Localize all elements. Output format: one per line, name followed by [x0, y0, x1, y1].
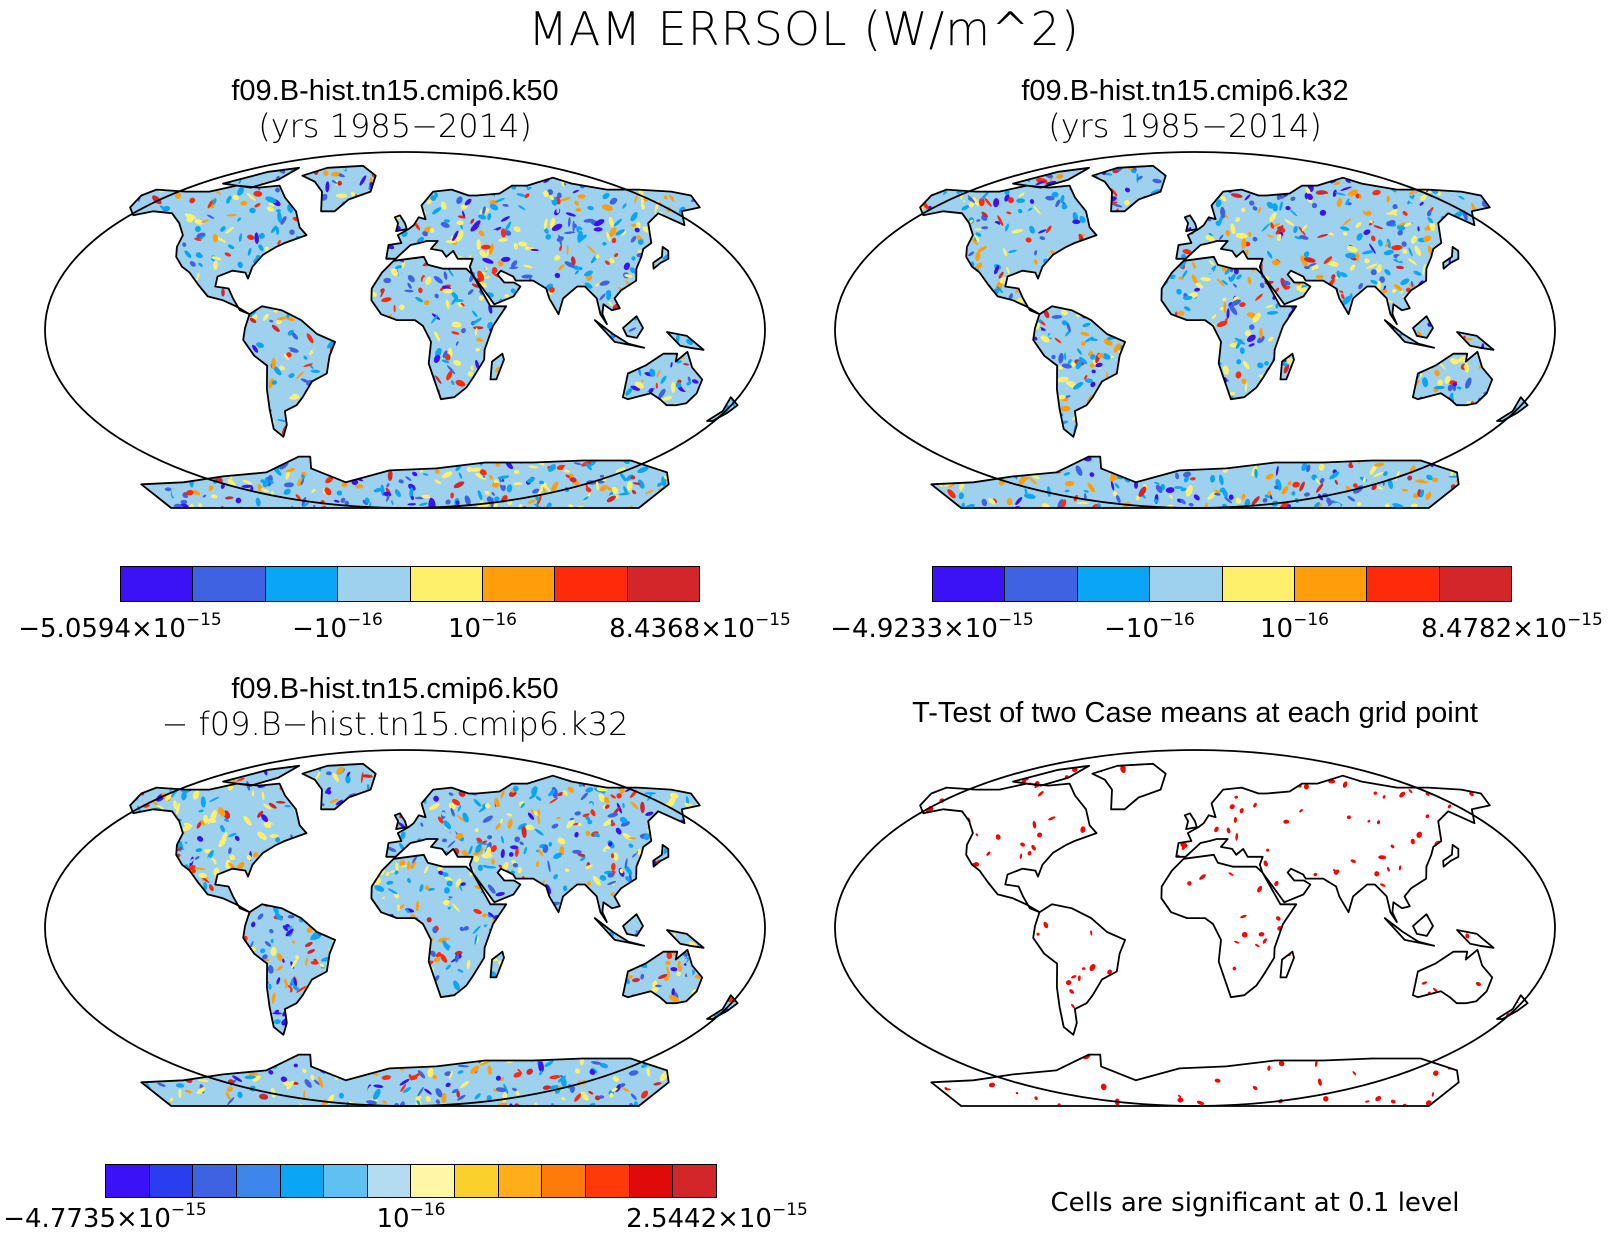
panel3-subtitle: − f09.B−hist.tn15.cmip6.k32 [161, 705, 629, 743]
colorbar-swatch [121, 567, 194, 601]
globe-outline [44, 151, 766, 509]
colorbar-swatch [1150, 567, 1223, 601]
colorbar-swatch [555, 567, 628, 601]
colorbar-swatch [193, 1165, 237, 1197]
colorbar-swatch [542, 1165, 587, 1197]
colorbar-swatch [1077, 567, 1151, 601]
globe-outline [44, 749, 766, 1107]
panel3-map [44, 749, 766, 1107]
panel2-subtitle: (yrs 1985−2014) [1048, 107, 1322, 145]
coastline [129, 762, 739, 1107]
colorbar-swatch [586, 1165, 630, 1197]
colorbar-swatch [410, 567, 483, 601]
colorbar-label: 8.4368×10−15 [609, 610, 791, 644]
colorbar-label: −10−16 [1104, 610, 1195, 644]
colorbar-swatch [455, 1165, 499, 1197]
colorbar-swatch [933, 567, 1006, 601]
panel4-note: Cells are significant at 0.1 level [1050, 1188, 1460, 1218]
colorbar-label: 8.4782×10−15 [1421, 610, 1603, 644]
coastline [129, 164, 739, 509]
coastline [919, 164, 1529, 509]
colorbar-label: 10−16 [1260, 610, 1329, 644]
colorbar-label: 10−16 [448, 610, 517, 644]
colorbar-swatch [193, 567, 266, 601]
colorbar-swatch [149, 1165, 194, 1197]
land-mass [920, 763, 1528, 1106]
colorbar-swatch [1222, 567, 1295, 601]
panel2-map [834, 151, 1556, 509]
colorbar-swatch [280, 1165, 325, 1197]
colorbar-swatch [236, 1165, 281, 1197]
panel4-title: T-Test of two Case means at each grid po… [912, 697, 1478, 729]
panel1-colorbar [120, 566, 700, 602]
panel2-title: f09.B-hist.tn15.cmip6.k32 [1021, 75, 1349, 107]
colorbar-swatch [1439, 567, 1511, 601]
colorbar-swatch [673, 1165, 716, 1197]
panel3-title: f09.B-hist.tn15.cmip6.k50 [231, 673, 559, 705]
land-mass [130, 165, 738, 509]
colorbar-label: −10−16 [292, 610, 383, 644]
colorbar-swatch [1294, 567, 1368, 601]
panel1-title: f09.B-hist.tn15.cmip6.k50 [231, 75, 559, 107]
colorbar-swatch [498, 1165, 543, 1197]
panel3-colorbar [105, 1164, 717, 1198]
colorbar-label: −4.9233×10−15 [830, 610, 1034, 644]
colorbar-label: 2.5442×10−15 [626, 1200, 808, 1234]
colorbar-swatch [1005, 567, 1078, 601]
panel1-colorbar-labels: −5.0594×10−15 −10−16 10−16 8.4368×10−15 [18, 610, 791, 644]
land-mass [130, 763, 738, 1106]
colorbar-swatch [411, 1165, 456, 1197]
colorbar-swatch [482, 567, 556, 601]
panel2-colorbar [932, 566, 1512, 602]
colorbar-swatch [629, 1165, 674, 1197]
panel1-subtitle: (yrs 1985−2014) [258, 107, 532, 145]
colorbar-label: −5.0594×10−15 [18, 610, 222, 644]
colorbar-label: 10−16 [376, 1200, 446, 1234]
panel3-colorbar-labels: −4.7735×10−15 10−16 2.5442×10−15 [3, 1200, 808, 1234]
panel2-colorbar-labels: −4.9233×10−15 −10−16 10−16 8.4782×10−15 [830, 610, 1603, 644]
colorbar-swatch [106, 1165, 150, 1197]
colorbar-swatch [1367, 567, 1440, 601]
panel1-map [44, 151, 766, 509]
land-mass [920, 165, 1528, 509]
colorbar-swatch [338, 567, 411, 601]
colorbar-label: −4.7735×10−15 [3, 1200, 207, 1234]
figure-title: MAM ERRSOL (W/m^2) [528, 2, 1080, 56]
panel4-map [834, 749, 1556, 1107]
globe-outline [834, 151, 1556, 509]
colorbar-swatch [324, 1165, 368, 1197]
coastline [919, 762, 1529, 1107]
colorbar-swatch [627, 567, 699, 601]
colorbar-swatch [265, 567, 339, 601]
colorbar-swatch [367, 1165, 412, 1197]
globe-outline [834, 749, 1556, 1107]
